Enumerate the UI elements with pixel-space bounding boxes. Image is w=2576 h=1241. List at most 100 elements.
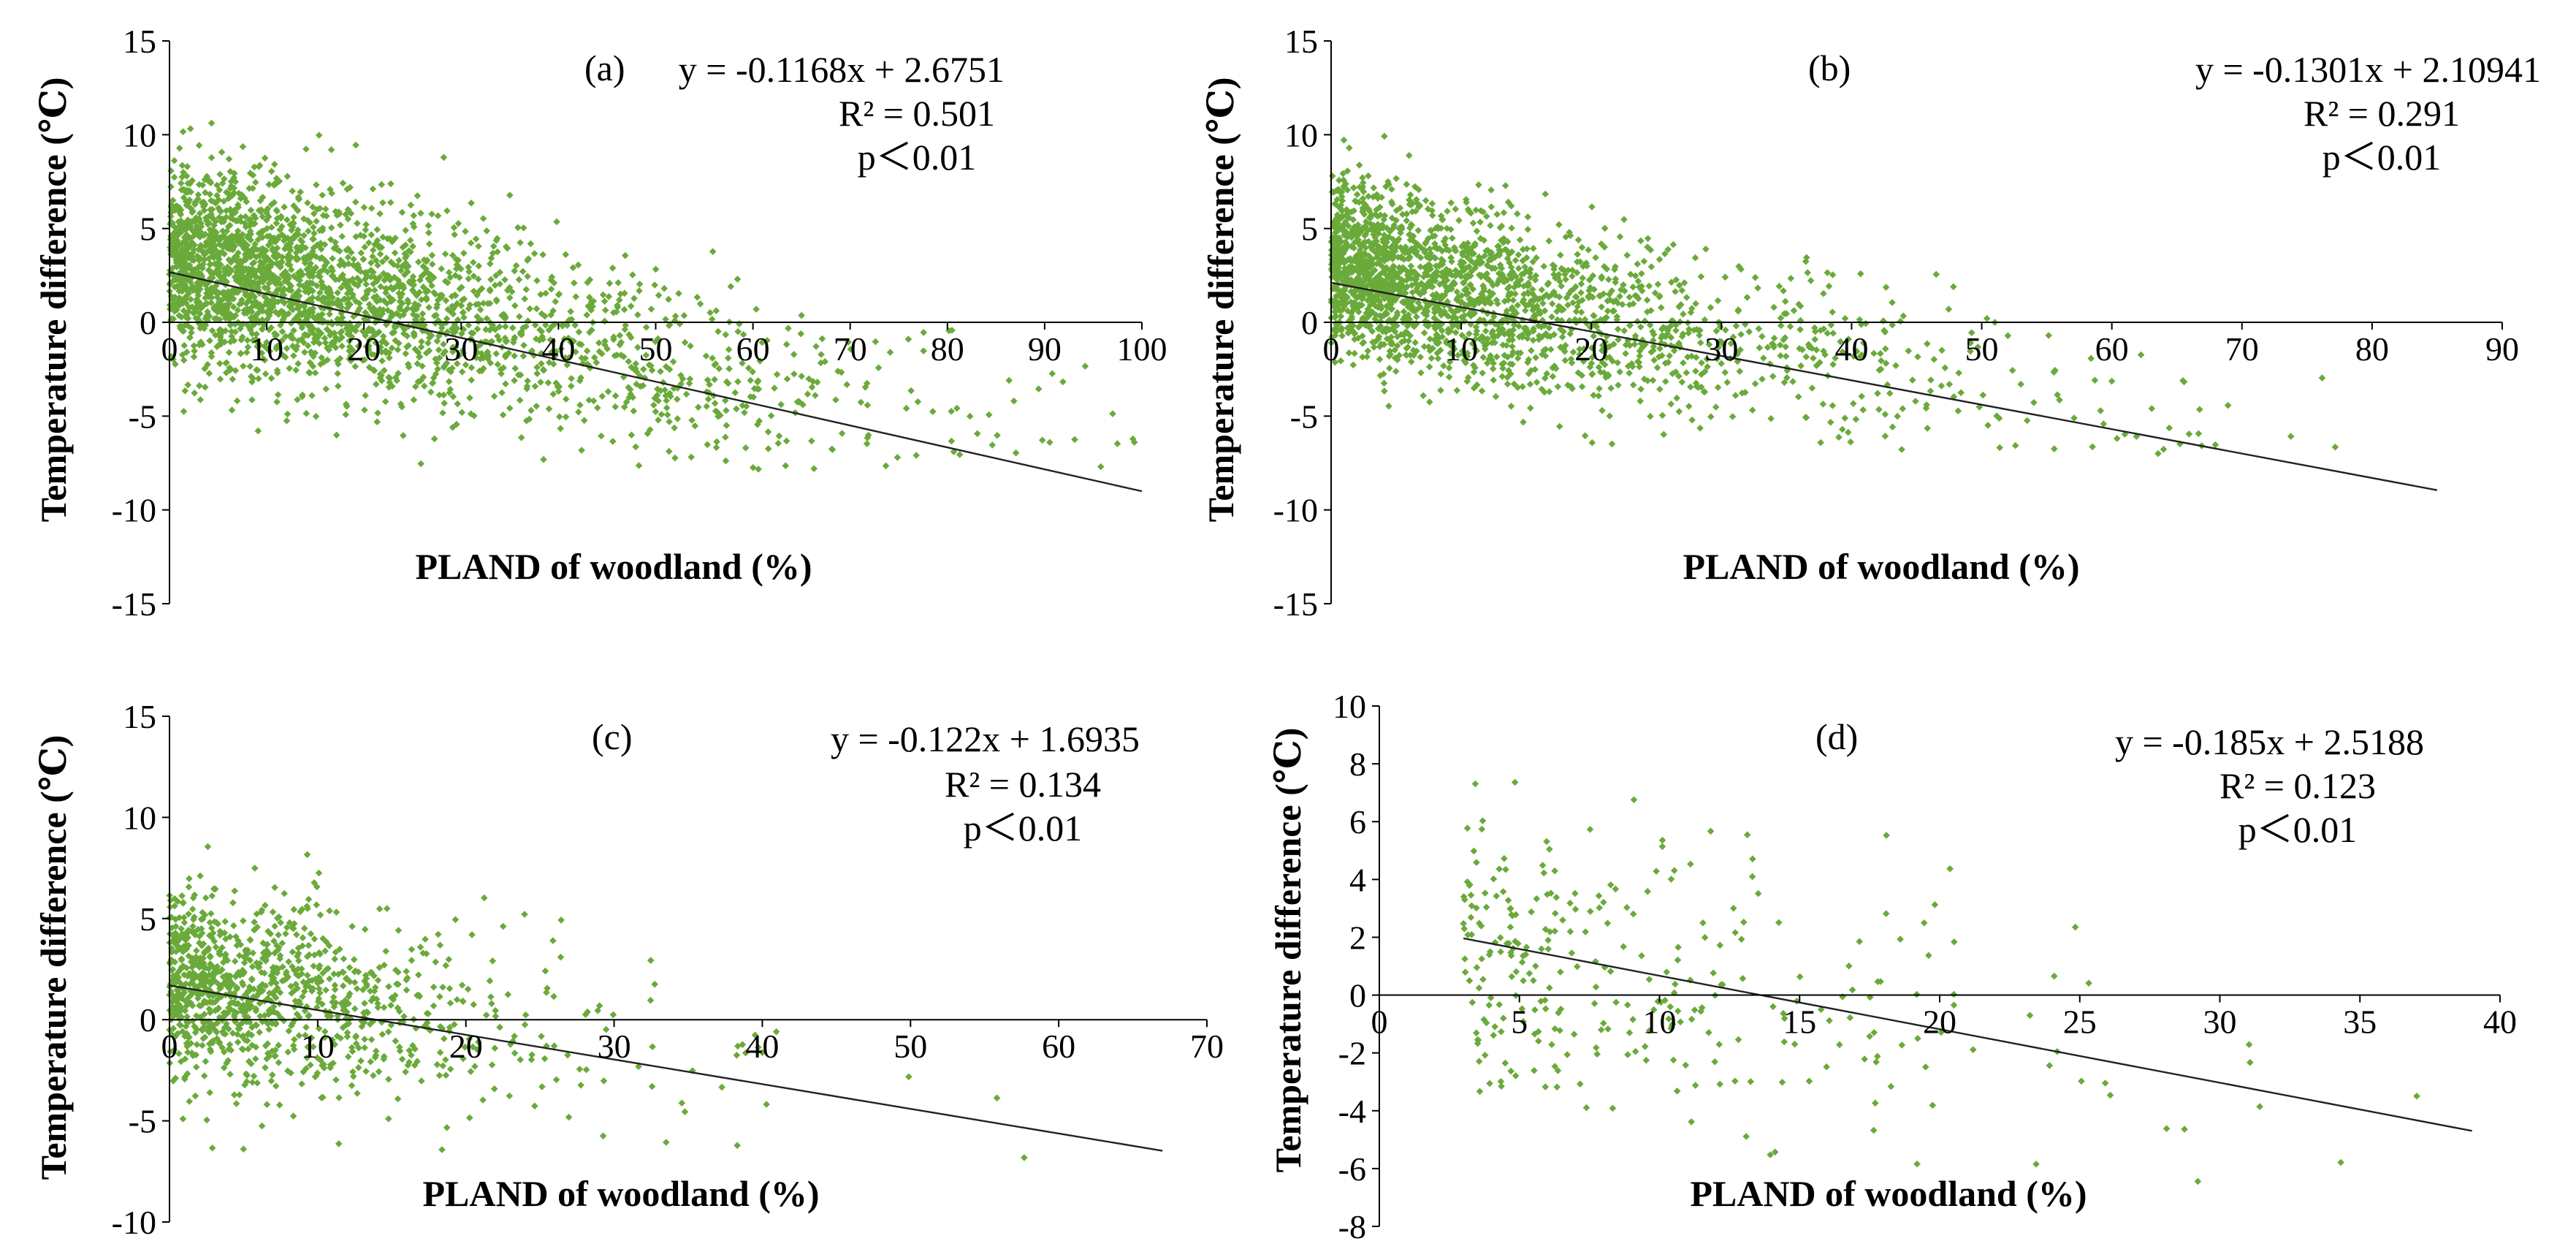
scatter-point: [487, 254, 495, 262]
scatter-point: [1770, 303, 1777, 311]
scatter-point: [818, 335, 826, 343]
scatter-point: [1413, 313, 1420, 321]
scatter-point: [1588, 203, 1596, 210]
scatter-point: [604, 387, 612, 395]
scatter-point: [818, 351, 825, 358]
scatter-point: [302, 409, 310, 417]
scatter-point: [630, 407, 638, 415]
scatter-point: [549, 337, 557, 345]
scatter-point: [572, 348, 579, 356]
scatter-point: [616, 332, 624, 339]
scatter-point: [783, 375, 791, 383]
scatter-point: [2008, 366, 2016, 374]
scatter-point: [517, 433, 525, 441]
scatter-point: [547, 285, 555, 293]
scatter-point: [653, 391, 661, 399]
scatter-point: [511, 302, 519, 310]
scatter-point: [458, 368, 466, 376]
scatter-point: [544, 379, 552, 387]
scatter-point: [337, 221, 344, 229]
scatter-point: [1957, 389, 1965, 397]
scatter-point: [197, 396, 205, 403]
scatter-point: [460, 249, 468, 257]
scatter-point: [326, 311, 333, 318]
scatter-point: [548, 349, 555, 356]
scatter-point: [237, 350, 245, 357]
scatter-point: [1508, 224, 1515, 232]
scatter-point: [322, 385, 330, 393]
scatter-point: [1636, 323, 1645, 331]
scatter-point: [1721, 273, 1729, 281]
scatter-point: [180, 341, 188, 349]
scatter-point: [620, 289, 628, 297]
scatter-point: [1549, 373, 1557, 380]
scatter-point: [248, 396, 256, 403]
scatter-point: [652, 265, 660, 273]
scatter-point: [1414, 227, 1422, 235]
scatter-point: [468, 364, 476, 371]
scatter-point: [517, 239, 524, 246]
scatter-point: [1533, 379, 1541, 386]
scatter-point: [267, 374, 275, 382]
scatter-point: [635, 462, 643, 469]
scatter-point: [321, 334, 329, 342]
scatter-point: [864, 401, 872, 409]
panel-label: (b): [1808, 48, 1851, 88]
scatter-point: [273, 219, 281, 227]
scatter-point: [1996, 444, 2004, 452]
scatter-point: [1810, 354, 1817, 362]
scatter-point: [1606, 412, 1614, 420]
scatter-point: [1355, 162, 1363, 169]
scatter-point: [1479, 369, 1487, 377]
scatter-point: [521, 295, 529, 303]
scatter-point: [1578, 383, 1586, 390]
scatter-point: [609, 438, 617, 445]
scatter-point: [415, 353, 423, 361]
scatter-point: [487, 276, 495, 284]
scatter-point: [1707, 413, 1715, 421]
scatter-point: [1899, 405, 1907, 413]
scatter-point: [634, 311, 641, 319]
scatter-point: [1532, 354, 1540, 362]
x-tick-label: 80: [2355, 330, 2389, 368]
scatter-point: [1912, 398, 1919, 405]
scatter-point: [1545, 388, 1553, 395]
scatter-point: [904, 335, 912, 343]
scatter-point: [354, 219, 361, 227]
scatter-point: [286, 365, 294, 372]
scatter-point: [636, 287, 643, 295]
y-tick-label: -5: [1290, 398, 1318, 435]
scatter-point: [1588, 439, 1596, 447]
scatter-point: [547, 311, 555, 319]
scatter-point: [360, 203, 368, 211]
scatter-point: [1723, 379, 1731, 387]
scatter-point: [319, 211, 327, 219]
scatter-point: [469, 259, 477, 266]
scatter-point: [555, 413, 563, 420]
scatter-point: [440, 153, 448, 162]
scatter-point: [378, 181, 386, 189]
scatter-point: [1751, 380, 1759, 387]
scatter-point: [1629, 283, 1637, 291]
scatter-point: [1859, 406, 1867, 414]
scatter-point: [530, 250, 538, 257]
scatter-point: [1428, 200, 1436, 208]
scatter-point: [1059, 378, 1067, 386]
scatter-point: [362, 226, 370, 234]
scatter-point: [1607, 384, 1615, 392]
scatter-points: [166, 119, 1138, 473]
scatter-point: [189, 207, 197, 215]
scatter-point: [438, 265, 446, 273]
scatter-point: [372, 339, 380, 346]
scatter-point: [283, 172, 291, 181]
scatter-point: [376, 210, 384, 218]
scatter-point: [1748, 406, 1756, 414]
scatter-point: [682, 390, 690, 398]
scatter-point: [562, 251, 570, 259]
scatter-point: [449, 348, 457, 356]
scatter-point: [988, 441, 997, 449]
y-tick-label: -15: [1273, 585, 1318, 623]
y-tick-label: 15: [1284, 23, 1318, 60]
scatter-point: [785, 325, 792, 333]
